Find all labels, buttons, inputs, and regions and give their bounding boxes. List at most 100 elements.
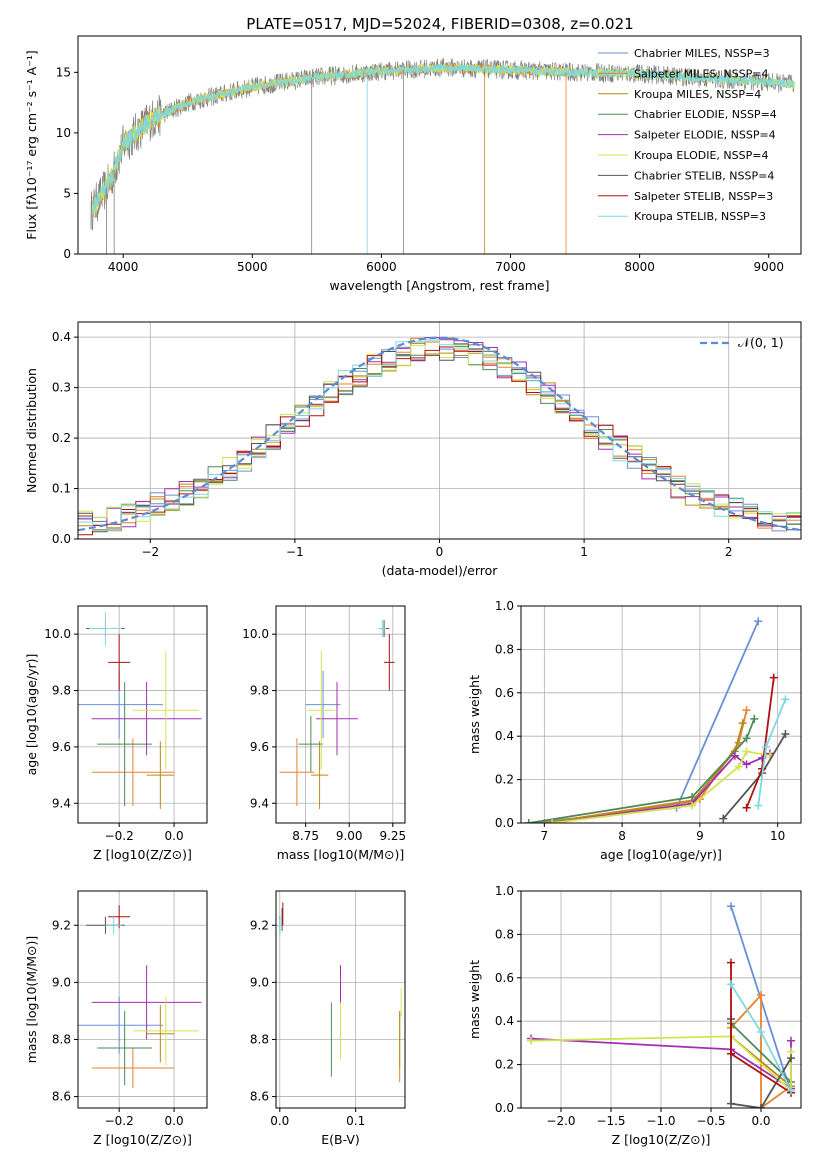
series-marker-salpeter_stelib — [742, 803, 751, 812]
x-tick-label: 6000 — [366, 260, 397, 274]
plot-area — [279, 902, 402, 1083]
y-tick-label: 0.4 — [495, 1014, 514, 1028]
normal-curve — [78, 336, 801, 532]
y-tick-label: 8.8 — [250, 1032, 269, 1046]
x-tick-label: 0.0 — [270, 1114, 289, 1128]
series-marker-chabrier_miles — [754, 617, 763, 626]
series-marker-kroupa_stelib — [754, 801, 763, 810]
series-marker-salpeter_elodie — [730, 751, 739, 760]
figure-title: PLATE=0517, MJD=52024, FIBERID=0308, z=0… — [246, 15, 633, 33]
panel-mass_vs_ebv: 0.0 0.1 8.6 8.8 9.0 9.2 E(B-V) — [250, 890, 406, 1147]
series-marker-chabrier_elodie — [742, 734, 751, 743]
plot-area — [78, 611, 202, 809]
x-tick-label: 8.75 — [292, 829, 319, 843]
legend-label: Chabrier MILES, NSSP=3 — [634, 47, 770, 60]
series-marker-chabrier_stelib — [757, 1104, 765, 1108]
x-tick-label: 4000 — [108, 260, 139, 274]
y-tick-label: 0 — [63, 247, 71, 261]
x-tick-label: −1.0 — [646, 1114, 675, 1128]
x-tick-label: −0.2 — [105, 829, 134, 843]
axes-frame — [520, 605, 802, 824]
plot-area — [90, 58, 795, 254]
series-line-kroupa_stelib — [757, 698, 787, 806]
x-tick-label: 0 — [436, 545, 444, 559]
x-tick-label: 9.00 — [336, 829, 363, 843]
axes-frame — [77, 605, 208, 824]
axes-frame — [275, 890, 406, 1109]
series-marker-kroupa_elodie — [742, 747, 751, 756]
y-tick-label: 10.0 — [44, 627, 71, 641]
plot-area — [279, 620, 395, 809]
legend: 𝒩(0, 1) — [700, 335, 784, 350]
series-marker-kroupa_stelib — [787, 1086, 795, 1095]
x-axis-label: Z [log10(Z/Z⊙)] — [612, 1132, 711, 1147]
y-tick-label: 0.3 — [52, 381, 71, 395]
panel-residuals: 𝒩(0, 1) −2 −1 0 1 2 0.0 0.1 0.2 0.3 0.4 (data-model… — [24, 321, 802, 578]
series-marker-chabrier_stelib — [787, 1054, 795, 1063]
y-tick-label: 8.8 — [52, 1032, 71, 1046]
y-tick-label: 0.0 — [495, 816, 514, 830]
y-axis-label: mass [log10(M/M⊙)] — [24, 936, 39, 1064]
y-axis-label: mass weight — [467, 675, 482, 754]
x-tick-label: 7 — [541, 829, 549, 843]
panel-spectrum: Chabrier MILES, NSSP=3 Salpeter MILES, NS… — [24, 35, 802, 293]
legend: Chabrier MILES, NSSP=3 Salpeter MILES, NS… — [598, 47, 777, 223]
series-line-kroupa_miles — [544, 722, 744, 823]
x-tick-label: 8 — [618, 829, 626, 843]
x-tick-label: 10 — [770, 829, 785, 843]
y-tick-label: 0.4 — [52, 330, 71, 344]
series-marker-kroupa_stelib — [757, 1028, 765, 1037]
plot-area — [78, 336, 801, 536]
series-marker-kroupa_stelib — [762, 743, 770, 752]
y-tick-label: 0.8 — [495, 642, 514, 656]
x-tick-label: 8000 — [624, 260, 655, 274]
x-axis-label: wavelength [Angstrom, rest frame] — [329, 278, 549, 293]
panel-age_vs_Z: −0.2 0.0 9.4 9.6 9.8 10.0 Z [log10(Z/Z⊙)] age [… — [24, 605, 208, 862]
legend-label: Salpeter STELIB, NSSP=3 — [634, 190, 773, 203]
legend-label: Salpeter ELODIE, NSSP=4 — [634, 129, 776, 142]
x-axis-label: mass [log10(M/M⊙)] — [277, 847, 405, 862]
y-tick-label: 0.2 — [495, 1058, 514, 1072]
y-tick-label: 0.2 — [495, 773, 514, 787]
y-tick-label: 1.0 — [495, 884, 514, 898]
y-tick-label: 0.6 — [495, 971, 514, 985]
legend-label: 𝒩(0, 1) — [738, 335, 784, 350]
y-tick-label: 8.6 — [52, 1090, 71, 1104]
y-tick-label: 9.8 — [52, 684, 71, 698]
panel-mass_weight_vs_age: 7 8 9 10 0.0 0.2 0.4 0.6 0.8 1.0 age [log10(age/yr… — [467, 599, 802, 862]
y-tick-label: 9.8 — [250, 684, 269, 698]
plot-area — [527, 902, 795, 1108]
x-tick-label: 0.1 — [346, 1114, 365, 1128]
x-axis-label: age [log10(age/yr)] — [600, 847, 722, 862]
axes-frame — [275, 605, 406, 824]
y-tick-label: 0.6 — [495, 686, 514, 700]
x-tick-label: 0.0 — [165, 1114, 184, 1128]
y-tick-label: 9.0 — [250, 975, 269, 989]
x-axis-label: Z [log10(Z/Z⊙)] — [93, 847, 192, 862]
y-tick-label: 0.0 — [495, 1101, 514, 1115]
legend-label: Chabrier STELIB, NSSP=4 — [634, 169, 774, 182]
y-tick-label: 9.2 — [52, 918, 71, 932]
x-tick-label: 2 — [725, 545, 733, 559]
series-marker-salpeter_miles — [742, 706, 751, 715]
y-tick-label: 9.2 — [250, 918, 269, 932]
y-tick-label: 5 — [63, 186, 71, 200]
series-line-kroupa_elodie — [530, 1035, 792, 1093]
x-tick-label: −0.2 — [105, 1114, 134, 1128]
spectrum-model — [91, 62, 567, 218]
x-tick-label: −0.5 — [696, 1114, 725, 1128]
histogram-chabrier_stelib — [78, 343, 801, 533]
x-tick-label: 0.0 — [165, 829, 184, 843]
legend-label: Kroupa MILES, NSSP=4 — [634, 88, 761, 101]
series-marker-salpeter_stelib — [727, 1049, 735, 1058]
series-line-kroupa_elodie — [551, 750, 771, 823]
x-tick-label: 9000 — [753, 260, 784, 274]
series-marker-salpeter_elodie — [787, 1036, 795, 1045]
series-marker-chabrier_stelib — [719, 814, 728, 823]
series-line-chabrier_elodie — [528, 718, 756, 823]
histogram-salpeter_stelib — [78, 346, 801, 536]
x-tick-label: 1 — [580, 545, 588, 559]
legend-label: Kroupa STELIB, NSSP=3 — [634, 210, 766, 223]
x-tick-label: −1 — [286, 545, 304, 559]
